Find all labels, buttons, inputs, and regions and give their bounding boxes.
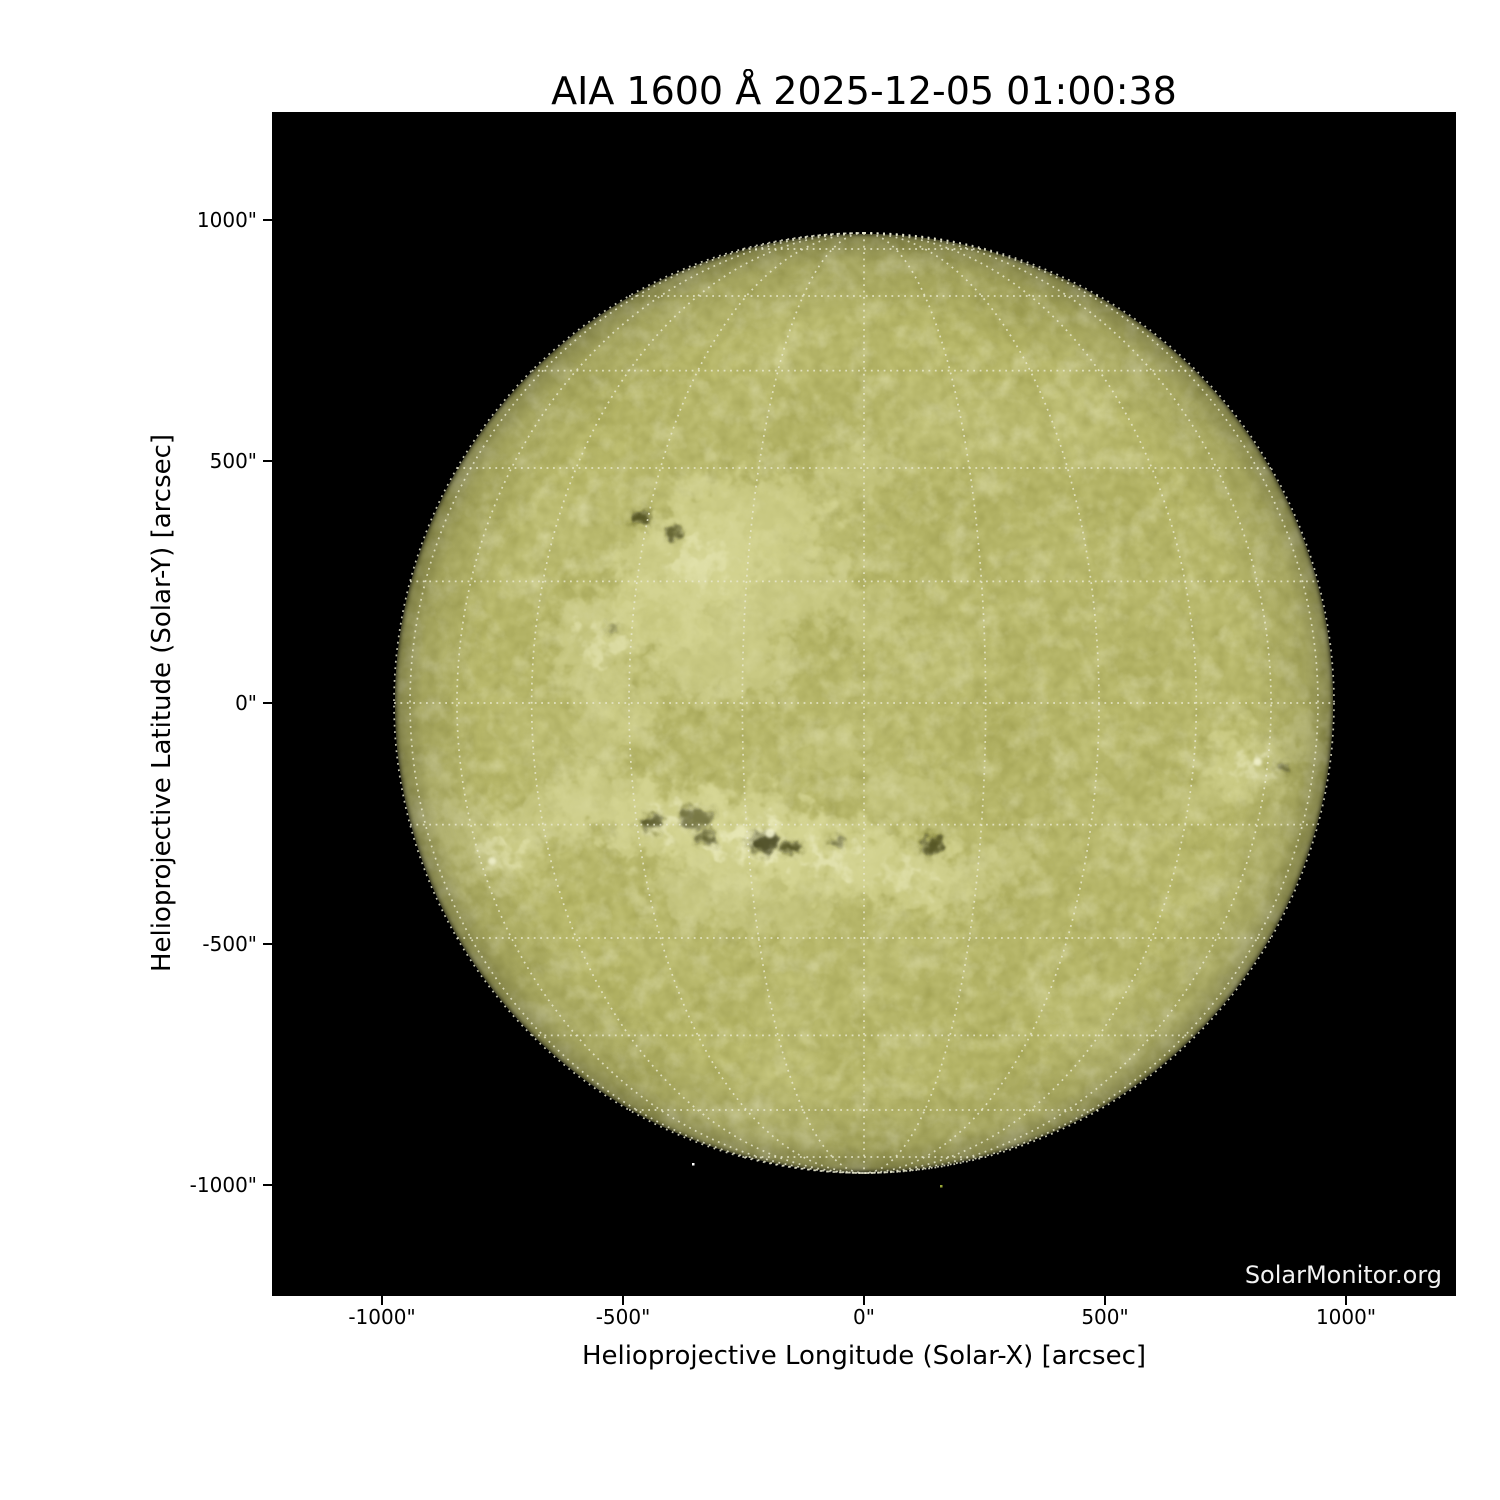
- y-tick-label: -500": [202, 932, 257, 956]
- x-tick-label: -500": [596, 1305, 651, 1329]
- background-noise-dots: [692, 1163, 943, 1188]
- noise-dot: [940, 1185, 943, 1188]
- x-tick-label: 1000": [1316, 1305, 1376, 1329]
- y-axis-label: Helioprojective Latitude (Solar-Y) [arcs…: [147, 434, 177, 972]
- x-tick-label: 0": [853, 1305, 875, 1329]
- limb-edge: [390, 229, 1338, 1177]
- grid-line: [863, 232, 1272, 1174]
- y-tick-label: -1000": [190, 1173, 257, 1197]
- y-tick-label: 0": [235, 691, 257, 715]
- grid-line: [456, 232, 865, 1174]
- grid-line: [530, 232, 865, 1174]
- grid-line: [628, 232, 865, 1174]
- y-tick-label: 500": [210, 449, 257, 473]
- sun-disk: [390, 229, 1338, 1177]
- grid-line: [863, 232, 1198, 1174]
- x-tick-label: -1000": [348, 1305, 415, 1329]
- grid-line: [393, 232, 1335, 1174]
- limb-shading: [395, 234, 1333, 1172]
- grid-line: [863, 232, 987, 1174]
- grid-line: [741, 232, 865, 1174]
- x-axis-ticks: -1000" -500" 0" 500" 1000": [348, 1296, 1376, 1329]
- heliographic-grid: [393, 232, 1335, 1174]
- grid-line: [863, 232, 1100, 1174]
- x-axis-label: Helioprojective Longitude (Solar-X) [arc…: [582, 1341, 1146, 1371]
- x-tick-label: 500": [1081, 1305, 1128, 1329]
- page-title: AIA 1600 Å 2025-12-05 01:00:38: [551, 69, 1177, 113]
- y-tick-label: 1000": [197, 208, 257, 232]
- watermark: SolarMonitor.org: [1245, 1261, 1442, 1289]
- noise-dot: [692, 1163, 695, 1166]
- y-axis-ticks: 1000" 500" 0" -500" -1000": [190, 208, 272, 1197]
